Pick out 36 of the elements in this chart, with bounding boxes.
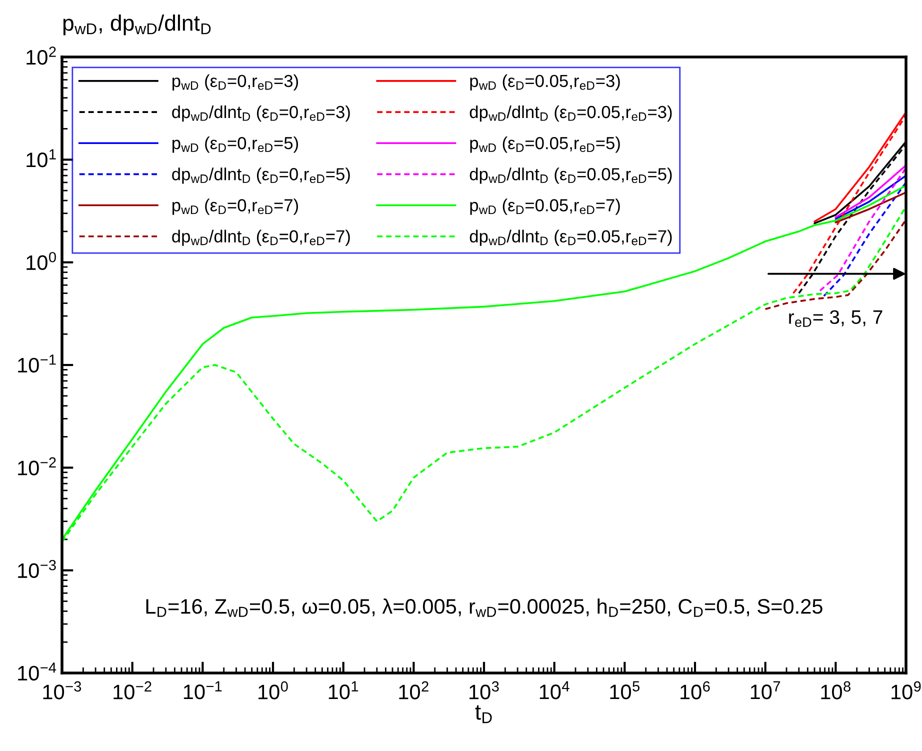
- x-tick-label: 10$^{−2}$: [114, 681, 152, 700]
- x-tick-label: 10$^{−3}$: [43, 681, 82, 700]
- legend-label: p$_{wD}$ (ε$_{D}$=0,r$_{eD}$=3): [172, 74, 298, 91]
- text: dp$_{wD}$/dlnt$_{D}$ (ε$_{D}$=0.05,r$_{eD}$=5): [470, 168, 672, 184]
- legend-label: p$_{wD}$ (ε$_{D}$=0.05,r$_{eD}$=7): [470, 198, 620, 215]
- annotation: r$_{eD}$= 3, 5, 7: [789, 310, 882, 328]
- text: dp$_{wD}$/dlnt$_{D}$ (ε$_{D}$=0,r$_{eD}$=3): [172, 105, 350, 122]
- y-tick-label: 10$^{2}$: [26, 46, 56, 65]
- y-tick-label: 10$^{1}$: [26, 149, 56, 168]
- legend-label: p$_{wD}$ (ε$_{D}$=0.05,r$_{eD}$=5): [470, 136, 620, 153]
- y-tick-label: 10$^{−3}$: [18, 560, 56, 578]
- x-axis-title: t$_{D}$: [475, 705, 492, 724]
- y-tick-label: 10$^{0}$: [26, 252, 56, 270]
- legend-label: p$_{wD}$ (ε$_{D}$=0,r$_{eD}$=5): [172, 136, 298, 153]
- x-tick-label: 10$^{8}$: [821, 681, 850, 700]
- legend-label: p$_{wD}$ (ε$_{D}$=0.05,r$_{eD}$=3): [470, 74, 620, 91]
- y-tick-label: 10$^{−1}$: [18, 354, 56, 373]
- text: dp$_{wD}$/dlnt$_{D}$ (ε$_{D}$=0.05,r$_{eD}$=3): [470, 105, 672, 122]
- y-tick-label: 10$^{−2}$: [18, 457, 56, 476]
- legend-label: p$_{wD}$ (ε$_{D}$=0,r$_{eD}$=7): [172, 198, 298, 215]
- y-axis-title: p$_{wD}$, dp$_{wD}$/dlnt$_{D}$: [63, 14, 211, 36]
- y-tick-label: 10$^{−4}$: [18, 662, 56, 681]
- x-tick-label: 10$^{2}$: [399, 681, 428, 700]
- x-tick-label: 10$^{7}$: [750, 681, 780, 700]
- x-tick-label: 10$^{4}$: [540, 681, 570, 700]
- x-tick-label: 10$^{−1}$: [184, 681, 222, 700]
- x-tick-label: 10$^{9}$: [892, 681, 921, 700]
- text: dp$_{wD}$/dlnt$_{D}$ (ε$_{D}$=0.05,r$_{eD}$=7): [470, 230, 672, 246]
- text: dp$_{wD}$/dlnt$_{D}$ (ε$_{D}$=0,r$_{eD}$=5): [172, 168, 350, 184]
- x-tick-label: 10$^{3}$: [470, 681, 499, 700]
- text: L$_{D}$=16, Z$_{wD}$=0.5, ω=0.05, λ=0.005, r$_{wD}$=0.00025, h$_{D}$=250, C$_{D}$=0.5, S=0.25: [146, 598, 822, 617]
- x-tick-label: 10$^{1}$: [328, 681, 358, 700]
- text: dp$_{wD}$/dlnt$_{D}$ (ε$_{D}$=0,r$_{eD}$=7): [172, 230, 350, 246]
- x-tick-label: 10$^{5}$: [610, 681, 640, 700]
- x-tick-label: 10$^{6}$: [680, 681, 710, 700]
- x-tick-label: 10$^{0}$: [258, 681, 288, 700]
